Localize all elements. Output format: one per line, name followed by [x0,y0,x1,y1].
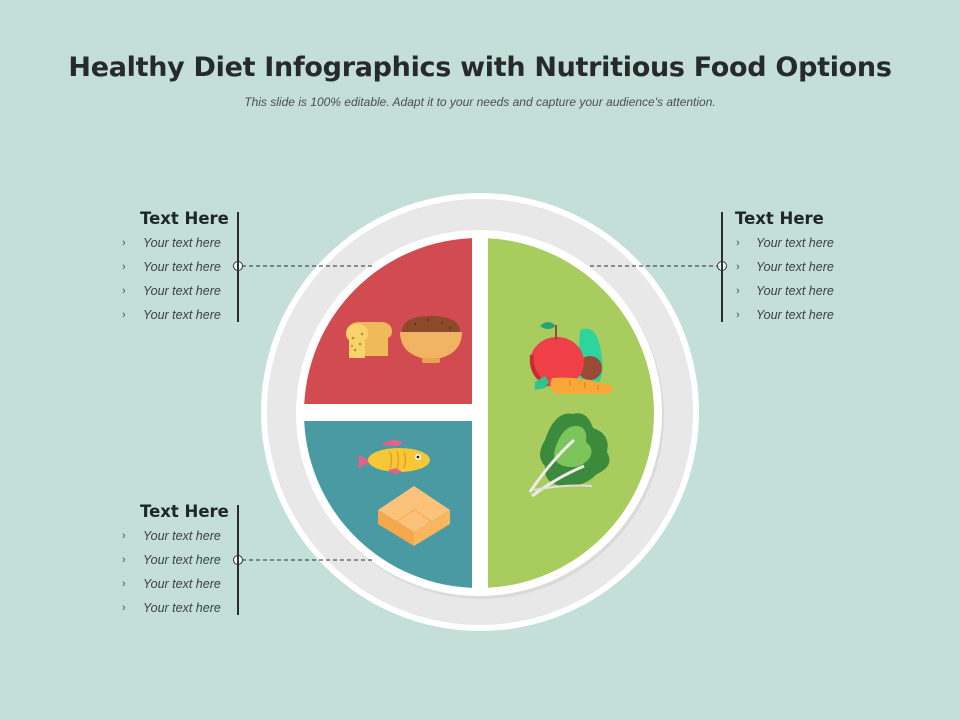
group-heading: Text Here [140,209,229,228]
list-item: Your text here [143,577,221,591]
divider-line-top-left [237,212,239,322]
bread-icon [346,322,392,358]
list-item: Your text here [756,308,834,322]
list-item: Your text here [756,236,834,250]
divider-line-bottom-left [237,505,239,615]
group-heading: Text Here [140,502,229,521]
list-item: Your text here [143,308,221,322]
bullet-chevron-icon: › [122,309,126,321]
bullet-chevron-icon: › [736,261,740,273]
bullet-chevron-icon: › [122,602,126,614]
page-subtitle: This slide is 100% editable. Adapt it to… [244,95,716,109]
bullet-chevron-icon: › [122,261,126,273]
divider-line-top-right [721,212,723,322]
bullet-chevron-icon: › [122,237,126,249]
page-title: Healthy Diet Infographics with Nutritiou… [68,52,892,83]
tofu-icon [378,486,450,546]
list-item: Your text here [143,553,221,567]
bullet-chevron-icon: › [736,237,740,249]
group-heading: Text Here [735,209,824,228]
carrot-icon [535,376,613,394]
fish-icon [357,440,430,474]
bullet-chevron-icon: › [122,554,126,566]
leafy-greens-icon [528,413,610,498]
list-item: Your text here [143,284,221,298]
bullet-chevron-icon: › [736,309,740,321]
list-item: Your text here [756,260,834,274]
grain-bowl-icon [400,316,462,363]
list-item: Your text here [143,260,221,274]
list-item: Your text here [756,284,834,298]
bullet-chevron-icon: › [122,285,126,297]
list-item: Your text here [143,601,221,615]
bullet-chevron-icon: › [122,530,126,542]
apple-icon [529,322,603,389]
list-item: Your text here [143,236,221,250]
bullet-chevron-icon: › [122,578,126,590]
list-item: Your text here [143,529,221,543]
bullet-chevron-icon: › [736,285,740,297]
